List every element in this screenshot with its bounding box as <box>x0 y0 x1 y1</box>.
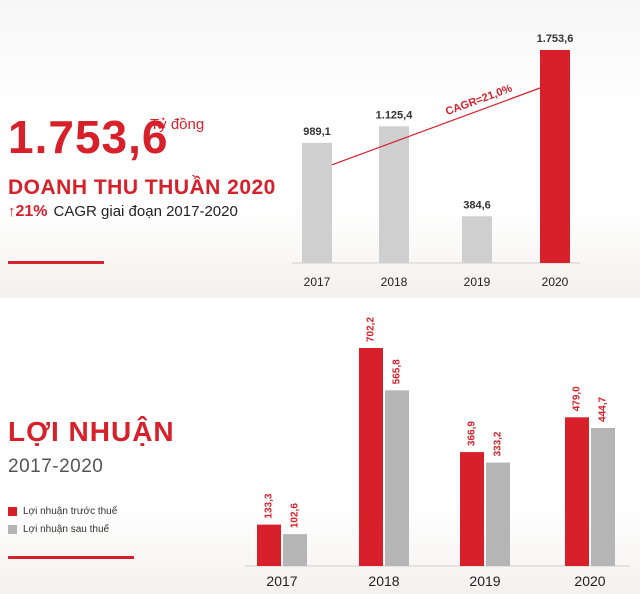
profit-value-label-aftertax-2019: 333,2 <box>493 431 504 456</box>
revenue-value-label-2019: 384,6 <box>463 199 491 211</box>
profit-bar-aftertax-2017 <box>283 534 307 566</box>
profit-year-label-2020: 2020 <box>574 573 605 589</box>
revenue-chart: 989,1 2017 1.125,4 2018 384,6 2019 1.753,6 2020… <box>292 33 580 289</box>
profit-bar-pretax-2019 <box>460 452 484 566</box>
profit-bar-pretax-2018 <box>359 348 383 566</box>
arrow-up-icon: ↑ <box>8 203 16 220</box>
profit-year-label-2017: 2017 <box>266 573 297 589</box>
profit-legend: Lợi nhuận trước thuế Lợi nhuận sau thuế <box>8 502 117 538</box>
profit-value-label-pretax-2017: 133,3 <box>264 493 275 518</box>
revenue-year-label-2019: 2019 <box>464 275 491 289</box>
profit-chart: 133,3 102,6 2017 702,2 565,8 2018 366,9 333,2 20… <box>245 317 630 589</box>
revenue-bar-2019 <box>462 216 492 263</box>
profit-value-label-aftertax-2017: 102,6 <box>290 503 301 528</box>
profit-year-label-2018: 2018 <box>368 573 399 589</box>
revenue-growth: ↑21% CAGR giai đoạn 2017-2020 <box>8 203 238 221</box>
revenue-value-label-2020: 1.753,6 <box>537 33 574 45</box>
profit-bar-aftertax-2018 <box>385 390 409 566</box>
revenue-year-label-2017: 2017 <box>304 275 331 289</box>
growth-text: CAGR giai đoạn 2017-2020 <box>53 203 238 220</box>
revenue-panel: 1.753,6 Tỷ đồng DOANH THU THUẦN 2020 ↑21… <box>0 0 640 298</box>
profit-value-label-pretax-2018: 702,2 <box>366 317 377 342</box>
profit-bar-pretax-2020 <box>565 417 589 566</box>
revenue-title: DOANH THU THUẦN 2020 <box>8 176 276 199</box>
revenue-value-label-2018: 1.125,4 <box>376 109 414 121</box>
legend-label-aftertax: Lợi nhuận sau thuế <box>23 523 110 535</box>
legend-item-aftertax: Lợi nhuận sau thuế <box>8 520 117 538</box>
legend-label-pretax: Lợi nhuận trước thuế <box>23 505 118 517</box>
cagr-label: CAGR=21,0% <box>444 83 514 119</box>
revenue-year-label-2020: 2020 <box>542 275 569 289</box>
profit-bar-pretax-2017 <box>257 524 281 566</box>
profit-bar-aftertax-2019 <box>486 462 510 566</box>
profit-value-label-aftertax-2020: 444,7 <box>598 396 609 421</box>
growth-percent: 21% <box>15 203 48 220</box>
profit-value-label-pretax-2020: 479,0 <box>572 386 583 411</box>
profit-value-label-aftertax-2018: 565,8 <box>392 359 403 384</box>
profit-divider <box>8 556 134 559</box>
legend-item-pretax: Lợi nhuận trước thuế <box>8 502 117 520</box>
revenue-bar-2020 <box>540 50 570 263</box>
revenue-unit: Tỷ đồng <box>150 116 205 133</box>
revenue-year-label-2018: 2018 <box>381 275 408 289</box>
profit-value-label-pretax-2019: 366,9 <box>467 421 478 446</box>
revenue-value-label-2017: 989,1 <box>303 126 331 138</box>
legend-swatch-gray <box>8 524 17 534</box>
revenue-bar-2018 <box>379 126 409 263</box>
profit-panel: LỢI NHUẬN 2017-2020 Lợi nhuận trước thuế… <box>0 298 640 594</box>
cagr-trend-line <box>331 87 541 166</box>
profit-title: LỢI NHUẬN <box>8 416 175 447</box>
revenue-bar-2017 <box>302 142 332 263</box>
revenue-divider <box>8 261 104 264</box>
profit-year-label-2019: 2019 <box>469 573 500 589</box>
legend-swatch-red <box>8 506 17 516</box>
profit-bar-aftertax-2020 <box>591 427 615 566</box>
revenue-headline-value: 1.753,6 <box>8 111 169 163</box>
profit-subtitle: 2017-2020 <box>8 456 104 477</box>
